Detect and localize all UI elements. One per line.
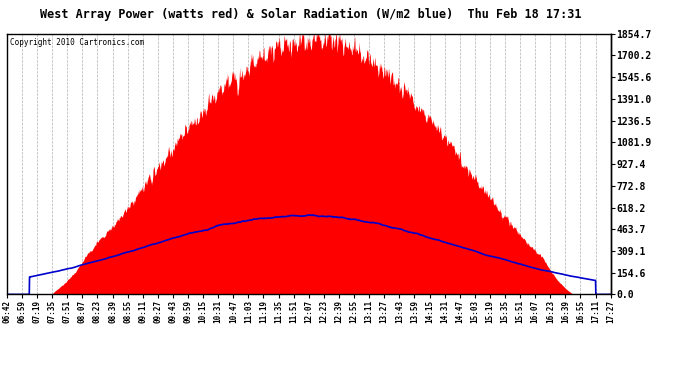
Text: Copyright 2010 Cartronics.com: Copyright 2010 Cartronics.com [10,38,144,46]
Text: West Array Power (watts red) & Solar Radiation (W/m2 blue)  Thu Feb 18 17:31: West Array Power (watts red) & Solar Rad… [40,8,581,21]
